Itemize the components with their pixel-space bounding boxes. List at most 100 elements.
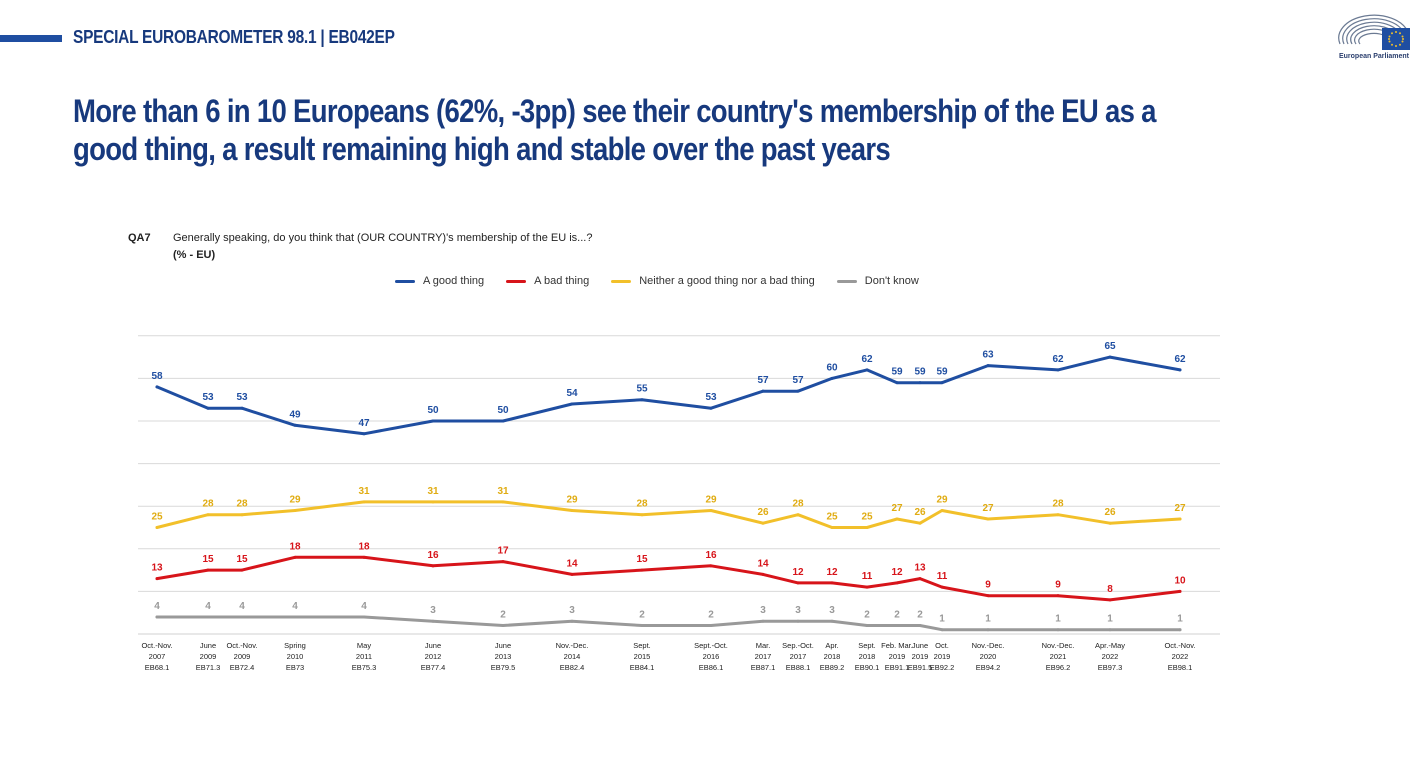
data-label: 50 bbox=[427, 405, 439, 416]
data-point bbox=[830, 581, 834, 585]
legend-label-bad: A bad thing bbox=[534, 275, 590, 287]
legend-label-dont-know: Don't know bbox=[864, 275, 919, 287]
data-label: 54 bbox=[566, 388, 578, 399]
data-label: 3 bbox=[760, 605, 766, 616]
data-point bbox=[155, 577, 159, 581]
legend-swatch-neither bbox=[611, 279, 632, 283]
data-label: 16 bbox=[705, 550, 717, 561]
x-tick-label: Feb. Mar. 2019 EB91.1 bbox=[881, 641, 913, 672]
data-point bbox=[155, 615, 159, 619]
data-point bbox=[865, 368, 869, 372]
data-point bbox=[918, 577, 922, 581]
data-point bbox=[1178, 368, 1182, 372]
data-label: 60 bbox=[826, 362, 838, 373]
data-point bbox=[1178, 628, 1182, 632]
data-point bbox=[362, 500, 366, 504]
data-label: 55 bbox=[636, 384, 648, 395]
data-label: 18 bbox=[358, 541, 370, 552]
x-tick-label: Apr. 2018 EB89.2 bbox=[820, 641, 845, 672]
data-label: 62 bbox=[1052, 354, 1064, 365]
data-point bbox=[570, 508, 574, 512]
x-tick-label: Sept. 2015 EB84.1 bbox=[630, 641, 655, 672]
data-label: 59 bbox=[914, 367, 926, 378]
data-point bbox=[240, 406, 244, 410]
data-point bbox=[362, 555, 366, 559]
data-point bbox=[796, 513, 800, 517]
data-label: 63 bbox=[982, 350, 994, 361]
page-title: More than 6 in 10 Europeans (62%, -3pp) … bbox=[73, 93, 1156, 167]
x-tick-label: June 2009 EB71.3 bbox=[196, 641, 221, 672]
data-label: 4 bbox=[361, 601, 367, 612]
data-point bbox=[1056, 368, 1060, 372]
data-label: 49 bbox=[289, 409, 301, 420]
data-point bbox=[1056, 594, 1060, 598]
data-label: 31 bbox=[427, 486, 439, 497]
data-point bbox=[1108, 628, 1112, 632]
data-label: 62 bbox=[861, 354, 873, 365]
data-label: 29 bbox=[566, 494, 578, 505]
data-label: 25 bbox=[151, 512, 163, 523]
data-label: 2 bbox=[917, 609, 923, 620]
data-label: 28 bbox=[236, 499, 248, 510]
data-point bbox=[986, 594, 990, 598]
legend-item-bad: A bad thing bbox=[506, 275, 589, 287]
data-label: 28 bbox=[792, 499, 804, 510]
header-accent-bar bbox=[0, 35, 62, 42]
data-label: 25 bbox=[861, 512, 873, 523]
data-label: 58 bbox=[151, 371, 163, 382]
european-parliament-logo bbox=[1338, 14, 1410, 50]
x-tick-label: May 2011 EB75.3 bbox=[352, 641, 377, 672]
data-point bbox=[940, 585, 944, 589]
data-label: 15 bbox=[636, 554, 648, 565]
data-point bbox=[1108, 355, 1112, 359]
data-label: 12 bbox=[891, 567, 903, 578]
data-point bbox=[761, 572, 765, 576]
data-label: 3 bbox=[795, 605, 801, 616]
data-label: 3 bbox=[829, 605, 835, 616]
data-point bbox=[206, 513, 210, 517]
data-label: 2 bbox=[864, 609, 870, 620]
data-point bbox=[501, 500, 505, 504]
data-point bbox=[501, 419, 505, 423]
data-label: 1 bbox=[1177, 614, 1183, 625]
data-point bbox=[865, 585, 869, 589]
data-point bbox=[830, 526, 834, 529]
data-point bbox=[865, 623, 869, 627]
data-point bbox=[796, 619, 800, 623]
data-label: 53 bbox=[202, 392, 214, 403]
data-label: 65 bbox=[1104, 341, 1116, 352]
data-label: 47 bbox=[358, 418, 370, 429]
data-point bbox=[918, 521, 922, 525]
x-tick-label: Oct.-Nov. 2022 EB98.1 bbox=[1164, 641, 1195, 672]
data-label: 1 bbox=[939, 614, 945, 625]
x-tick-label: Nov.-Dec. 2014 EB82.4 bbox=[556, 641, 589, 672]
data-label: 29 bbox=[289, 494, 301, 505]
data-point bbox=[1056, 628, 1060, 632]
data-label: 29 bbox=[705, 494, 717, 505]
data-label: 9 bbox=[1055, 580, 1061, 591]
data-point bbox=[431, 564, 435, 568]
chart-legend: A good thing A bad thing Neither a good … bbox=[395, 275, 919, 287]
data-point bbox=[240, 568, 244, 572]
data-point bbox=[709, 406, 713, 410]
data-point bbox=[155, 385, 159, 389]
series-line bbox=[155, 555, 1182, 602]
logo-caption: European Parliament bbox=[1338, 53, 1410, 60]
data-label: 17 bbox=[497, 546, 509, 557]
data-point bbox=[761, 389, 765, 393]
question-unit: (% - EU) bbox=[173, 249, 216, 261]
data-label: 15 bbox=[202, 554, 214, 565]
legend-swatch-bad bbox=[506, 279, 527, 283]
data-label: 3 bbox=[430, 605, 436, 616]
data-label: 50 bbox=[497, 405, 509, 416]
x-tick-label: Sept.-Oct. 2016 EB86.1 bbox=[694, 641, 728, 672]
data-label: 28 bbox=[202, 499, 214, 510]
data-label: 4 bbox=[205, 601, 211, 612]
data-point bbox=[796, 389, 800, 393]
data-label: 2 bbox=[894, 609, 900, 620]
data-point bbox=[1108, 598, 1112, 602]
data-label: 14 bbox=[566, 558, 578, 569]
data-label: 4 bbox=[154, 601, 160, 612]
data-label: 4 bbox=[239, 601, 245, 612]
data-point bbox=[240, 513, 244, 517]
